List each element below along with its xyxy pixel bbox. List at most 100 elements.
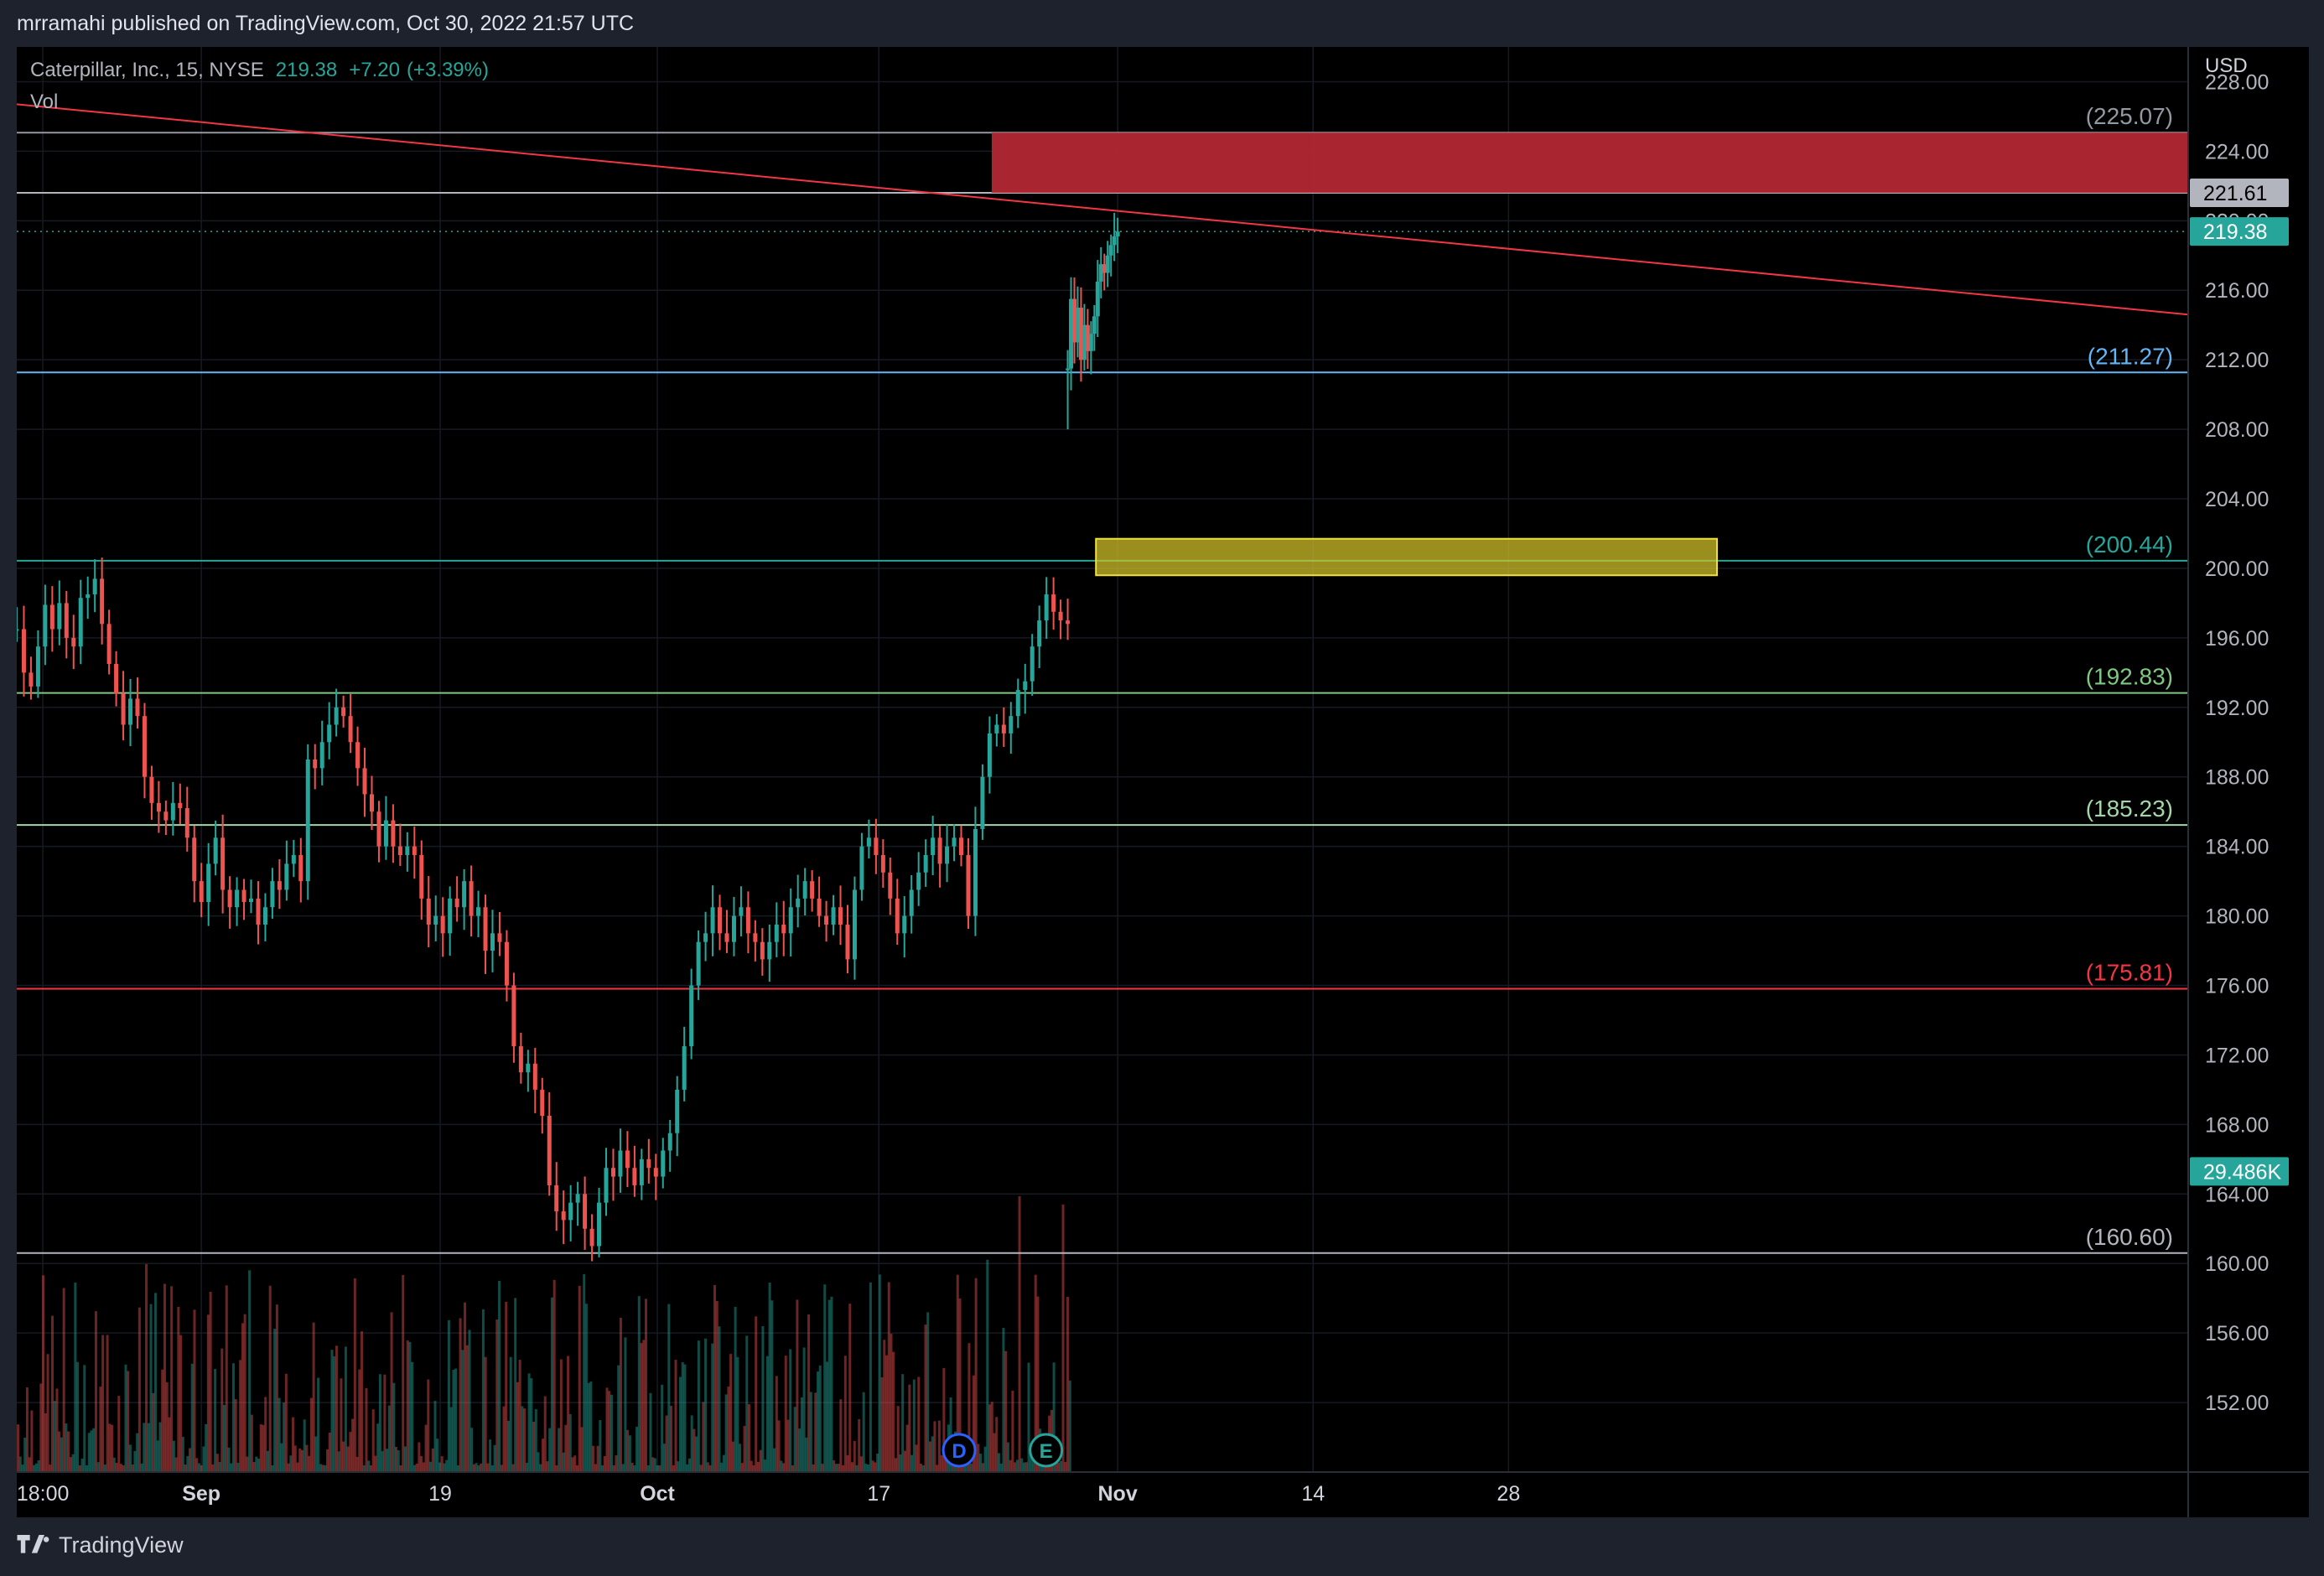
time-axis-label: 28 [1497,1482,1520,1506]
volume-bar [49,1465,52,1472]
volume-bar [653,1458,656,1472]
price-axis-label: 164.00 [2205,1183,2269,1206]
gap-candle [1082,324,1087,360]
price-candle [1044,594,1049,621]
price-badge-label: 219.38 [2203,220,2267,244]
volume-bar [674,1360,677,1472]
volume-bar [644,1299,647,1472]
volume-bar [967,1343,971,1472]
volume-bar [974,1278,978,1472]
price-candle [1001,724,1006,734]
volume-bar [809,1392,812,1472]
volume-bar [190,1363,194,1472]
price-candle [625,1150,630,1169]
volume-bar [292,1417,295,1472]
price-candle [838,907,843,925]
volume-bar [67,1431,70,1472]
volume-bar [481,1309,485,1472]
volume-bar [1068,1380,1071,1472]
price-candle [724,933,729,942]
price-candle [184,808,189,838]
volume-bar [1027,1362,1030,1472]
volume-bar [917,1376,921,1472]
volume-bar [502,1406,506,1472]
volume-bar [387,1405,391,1472]
volume-bar [376,1423,380,1472]
volume-bar [999,1463,1003,1472]
price-candle [206,863,211,902]
volume-bar [537,1452,540,1472]
volume-bar [1014,1462,1017,1472]
volume-bar [202,1446,205,1472]
price-candle [810,881,815,899]
price-candle [866,837,871,847]
volume-bar [296,1462,299,1472]
volume-bar [108,1423,112,1472]
volume-bar [724,1394,728,1472]
volume-bar [369,1465,372,1472]
volume-bar [342,1441,345,1472]
price-candle [589,1228,594,1247]
legend-change: +7.20 [349,59,400,81]
price-candle [454,898,459,908]
volume-bar [855,1465,859,1472]
gap-candle [1105,255,1110,273]
volume-bar [514,1298,517,1472]
volume-bar [628,1435,631,1472]
volume-bar [527,1373,531,1472]
volume-bar [734,1306,737,1472]
price-chart-svg[interactable]: (225.07) (211.27) (200.44) (192.83) (185.23)… [17,47,2309,1517]
volume-bar [298,1448,302,1472]
volume-bar [646,1465,650,1472]
level-label: (185.23) [2086,796,2173,822]
volume-bar [587,1382,590,1472]
price-candle [682,1046,687,1090]
volume-bar [17,1424,19,1472]
price-candle [1030,646,1035,682]
volume-bar [580,1427,584,1472]
price-candle [817,898,822,916]
price-candle [334,707,339,725]
volume-bar [862,1392,865,1472]
gap-candle [1095,281,1100,317]
price-candle [1023,681,1028,691]
volume-bar [335,1345,338,1472]
gap-candle [1069,298,1074,369]
volume-bar [406,1340,409,1472]
chart-pane[interactable]: (225.07) (211.27) (200.44) (192.83) (185.23)… [17,47,2309,1517]
resistance-zone [991,132,2188,193]
volume-bar [791,1465,794,1472]
volume-bar [340,1378,343,1472]
volume-bar [924,1325,927,1472]
volume-bar [259,1423,262,1472]
volume-bar [500,1465,503,1472]
price-candle [391,820,396,847]
volume-bar [168,1417,171,1472]
brand-label: TradingView [59,1532,184,1558]
price-candle [256,898,261,925]
volume-bar [933,1421,936,1472]
volume-bar [867,1465,870,1472]
price-candle [518,1046,523,1073]
volume-bar [465,1345,469,1472]
volume-bar [154,1293,158,1472]
volume-bar [415,1464,418,1472]
volume-bar [583,1273,586,1472]
volume-bar [312,1322,315,1472]
tradingview-brand[interactable]: TradingView [17,1532,184,1558]
volume-bar [523,1408,527,1472]
volume-bar [630,1462,634,1472]
volume-bar [756,1461,760,1472]
time-axis-label: 14 [1301,1482,1325,1506]
volume-bar [548,1428,552,1472]
volume-bar [1018,1195,1021,1472]
price-candle [35,646,40,687]
price-candle [1051,594,1056,612]
price-candle [739,907,744,916]
volume-bar [431,1448,434,1472]
volume-bar [86,1465,89,1472]
volume-bar [28,1457,31,1472]
volume-bar [937,1420,941,1472]
price-candle [895,898,900,934]
volume-bar [424,1424,428,1472]
